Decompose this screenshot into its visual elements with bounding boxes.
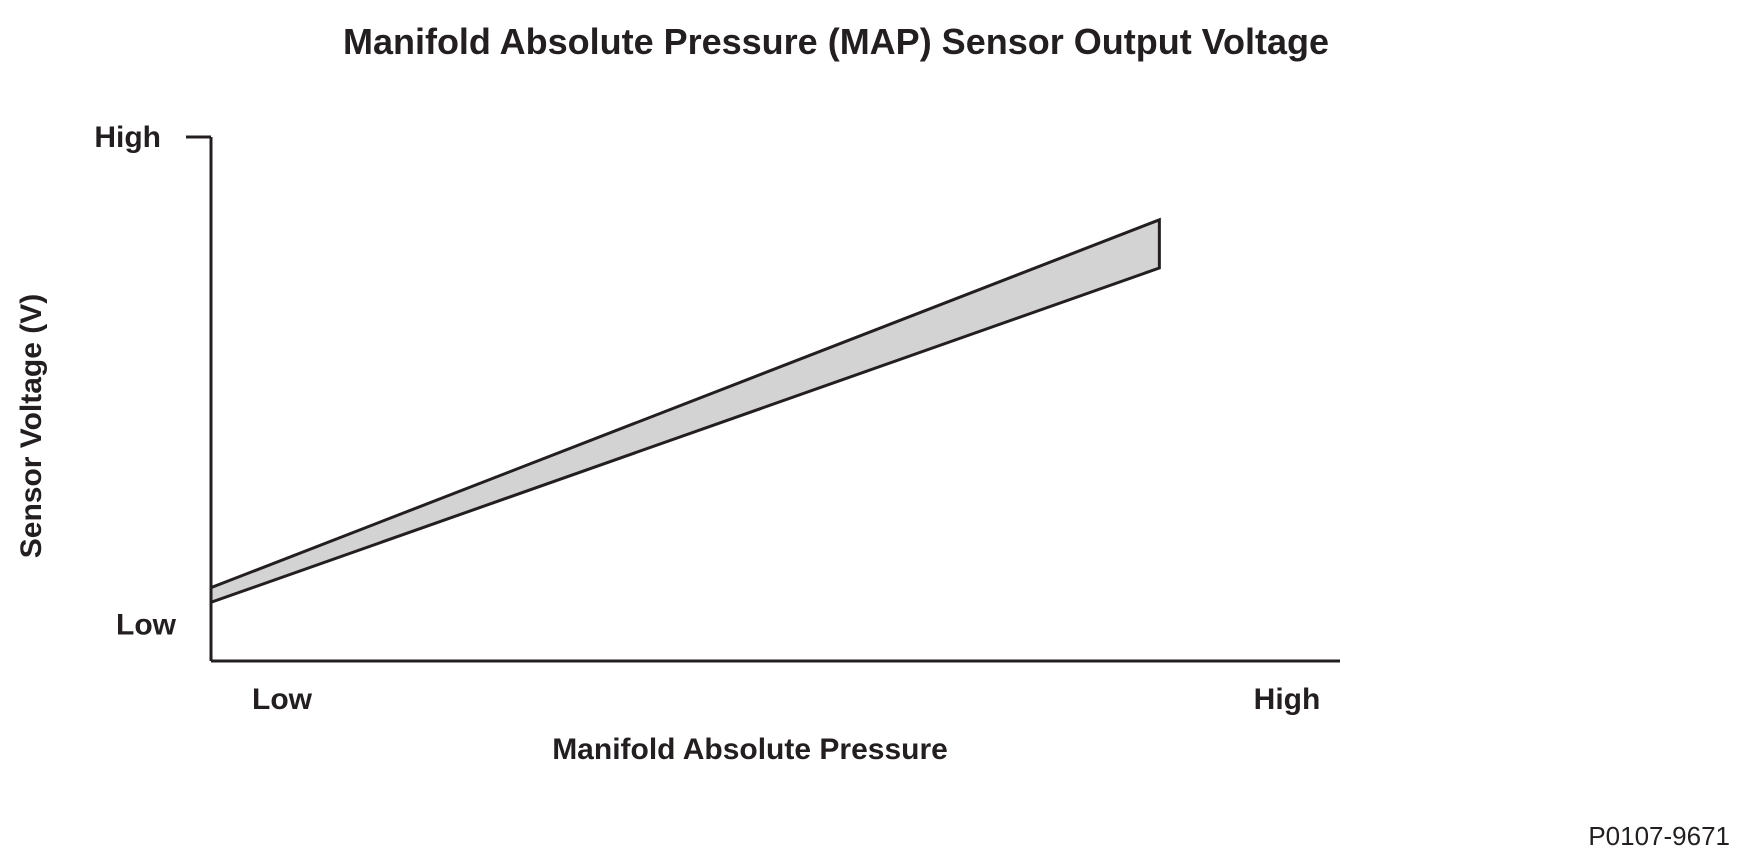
y-axis-title: Sensor Voltage (V) bbox=[15, 294, 48, 559]
y-tick-label-low: Low bbox=[116, 608, 177, 641]
plot-area bbox=[186, 135, 1340, 663]
figure-id: P0107-9671 bbox=[1588, 821, 1730, 851]
chart-title: Manifold Absolute Pressure (MAP) Sensor … bbox=[343, 21, 1329, 62]
x-tick-label-low: Low bbox=[252, 683, 313, 716]
voltage-band bbox=[209, 217, 1161, 605]
y-tick-label-high: High bbox=[94, 121, 161, 154]
x-axis-title: Manifold Absolute Pressure bbox=[552, 733, 948, 766]
x-tick-label-high: High bbox=[1254, 683, 1321, 716]
